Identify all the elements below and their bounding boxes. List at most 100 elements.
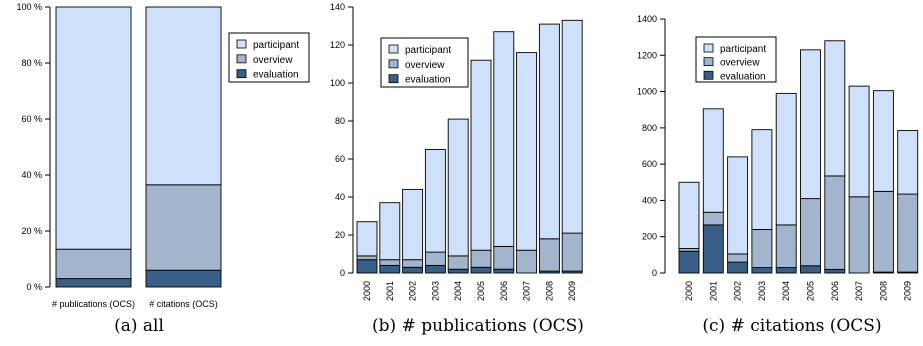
y-tick-label: 100 [330, 78, 345, 88]
y-tick-label: 1200 [637, 50, 657, 60]
bar-participant [800, 49, 821, 200]
bar-evaluation [356, 259, 378, 274]
bar-overview [824, 175, 846, 270]
bar-overview [897, 193, 919, 273]
x-tick-label: 2007 [522, 281, 532, 301]
bar-evaluation [727, 261, 749, 274]
legend-swatch-evaluation [703, 70, 714, 80]
bar-evaluation [402, 266, 424, 274]
bar-participant [751, 129, 773, 230]
x-tick-label: 2005 [806, 281, 816, 301]
y-tick-label: 20 [335, 230, 345, 240]
bar-participant [470, 59, 492, 251]
x-tick-label: 2001 [385, 281, 395, 301]
bar-participant [424, 149, 446, 253]
bar-participant [561, 19, 583, 234]
y-tick-label: 400 [642, 195, 657, 205]
bar-evaluation [470, 266, 492, 274]
legend-label-overview: overview [253, 55, 293, 66]
legend-swatch-evaluation [236, 69, 247, 79]
y-tick-label: 600 [642, 159, 657, 169]
bar-overview [561, 232, 583, 272]
legend-label-participant: participant [720, 44, 766, 55]
legend-label-overview: overview [405, 60, 445, 71]
legend-label-evaluation: evaluation [253, 70, 299, 81]
x-tick-label: 2003 [430, 281, 440, 301]
bar-evaluation [751, 267, 773, 274]
bar-overview [424, 251, 446, 266]
bar-participant [678, 181, 700, 249]
bar-evaluation [447, 268, 469, 274]
bar-participant [447, 118, 469, 257]
x-tick-label: 2009 [567, 281, 577, 301]
legend-label-evaluation: evaluation [405, 75, 451, 86]
bar-overview [727, 253, 749, 263]
y-tick-label: 80 [335, 116, 345, 126]
x-tick-label: 2002 [733, 281, 743, 301]
bar-overview [145, 184, 222, 271]
legend-swatch-participant [388, 44, 399, 54]
bar-overview [356, 255, 378, 261]
bar-evaluation [379, 264, 401, 274]
panel-all: 0 % 20 % 40 % 60 % 80 % 100 % # publications (… [16, 2, 310, 336]
legend-swatch-participant [703, 43, 714, 53]
bar-overview [516, 249, 538, 274]
legend-swatch-evaluation [388, 74, 399, 84]
y-tick-label: 20 % [21, 226, 42, 236]
x-tick-label: 2004 [453, 281, 463, 301]
legend-label-participant: participant [253, 40, 299, 51]
bar-participant [55, 6, 132, 250]
bar-evaluation [824, 268, 846, 274]
legend-swatch-overview [703, 57, 714, 67]
x-tick-label: 2000 [684, 281, 694, 301]
y-tick-label: 800 [642, 123, 657, 133]
bar-evaluation [678, 250, 700, 274]
bar-overview [447, 255, 469, 270]
bar-overview [848, 196, 870, 274]
y-tick-label: 60 % [21, 114, 42, 124]
bar-overview [751, 229, 773, 269]
y-tick-label: 0 [652, 268, 657, 278]
y-tick-label: 0 [340, 268, 345, 278]
bar-evaluation [145, 269, 222, 288]
bar-participant [356, 221, 378, 257]
bar-participant [872, 90, 894, 192]
bar-overview [470, 249, 492, 268]
x-tick-label: 2009 [903, 281, 913, 301]
y-tick-label: 60 [335, 154, 345, 164]
bar-overview [872, 190, 894, 273]
bar-overview [538, 238, 560, 272]
bar-evaluation [702, 224, 724, 274]
x-tick-label: 2006 [499, 281, 509, 301]
bar-participant [538, 23, 560, 240]
bar-overview [493, 245, 515, 270]
y-tick-label: 1000 [637, 87, 657, 97]
bar-overview [800, 198, 821, 267]
bar-participant [379, 202, 401, 261]
bar-overview [402, 259, 424, 268]
bar-participant [897, 130, 919, 195]
bar-evaluation [775, 267, 797, 274]
bar-overview [702, 211, 724, 226]
bar-participant [727, 156, 749, 255]
x-tick-label: 2005 [476, 281, 486, 301]
panel-caption: (b) # publications (OCS) [372, 316, 584, 336]
bar-participant [145, 6, 222, 186]
x-tick-label: 2003 [757, 281, 767, 301]
y-tick-label: 140 [330, 2, 345, 12]
legend-swatch-participant [236, 39, 247, 49]
bar-overview [379, 259, 401, 266]
legend-swatch-overview [236, 54, 247, 64]
bar-evaluation [55, 278, 132, 288]
x-tick-label: 2001 [708, 281, 718, 301]
y-tick-label: 100 % [16, 2, 42, 12]
bar-overview [55, 248, 132, 280]
bar-evaluation [493, 268, 515, 274]
legend-label-overview: overview [720, 58, 760, 69]
y-tick-label: 40 [335, 192, 345, 202]
legend-label-participant: participant [405, 45, 451, 56]
bar-participant [493, 31, 515, 247]
panel-caption: (a) all [114, 316, 164, 336]
x-tick-label: 2002 [408, 281, 418, 301]
